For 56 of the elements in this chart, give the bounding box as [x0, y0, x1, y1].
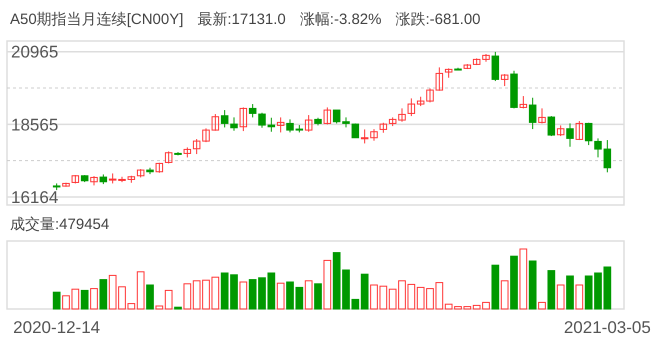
candlestick	[492, 51, 500, 82]
candlestick	[184, 146, 192, 158]
candlestick	[408, 98, 416, 117]
candlestick	[538, 108, 546, 124]
chart-title: A50期指当月连续[CN00Y]	[10, 11, 184, 28]
bar	[276, 282, 285, 310]
bar	[314, 283, 322, 310]
candlestick	[520, 96, 528, 109]
bar	[304, 280, 313, 310]
bar	[528, 260, 537, 310]
candlestick	[240, 106, 248, 132]
candlestick	[556, 124, 564, 137]
x-tick-label: 2020-12-14	[13, 318, 100, 337]
bar	[52, 292, 61, 310]
bar	[566, 276, 574, 310]
bar	[99, 279, 108, 310]
candlestick	[156, 162, 164, 174]
text: 涨幅:-3.82%	[300, 11, 382, 28]
candlestick	[324, 106, 332, 125]
candlestick	[444, 68, 452, 78]
bar	[146, 284, 154, 310]
bar	[164, 290, 173, 310]
bar	[519, 248, 528, 310]
bar	[323, 260, 332, 310]
bar	[136, 271, 145, 310]
candlestick	[548, 116, 556, 137]
bar	[155, 306, 164, 310]
chart-title: 成交量:479454	[10, 216, 110, 233]
candlestick	[100, 174, 108, 185]
candlestick	[500, 74, 508, 87]
bar	[360, 274, 369, 310]
bar	[538, 302, 546, 310]
bar	[500, 280, 509, 310]
y-tick-label: 16164	[11, 188, 58, 208]
y-tick-label: 20965	[11, 42, 58, 62]
candlestick	[276, 116, 284, 133]
bar	[510, 256, 518, 310]
candlestick	[90, 176, 98, 186]
x-tick-label: 2021-03-05	[564, 318, 651, 337]
bar	[491, 264, 500, 310]
bar	[575, 284, 584, 310]
bar	[90, 288, 98, 310]
bar	[556, 284, 565, 310]
candlestick	[164, 150, 172, 164]
bar	[183, 283, 192, 310]
bar	[239, 282, 248, 310]
text: 涨跌:-681.00	[395, 11, 481, 28]
text: 最新:17131.0	[197, 11, 286, 28]
candlestick	[566, 122, 574, 148]
y-tick-label: 18565	[11, 115, 58, 134]
bar	[547, 270, 556, 310]
bar	[80, 290, 89, 310]
candlestick	[380, 122, 388, 134]
candlestick	[528, 97, 536, 130]
candlestick	[576, 120, 584, 141]
candlestick	[304, 114, 312, 132]
